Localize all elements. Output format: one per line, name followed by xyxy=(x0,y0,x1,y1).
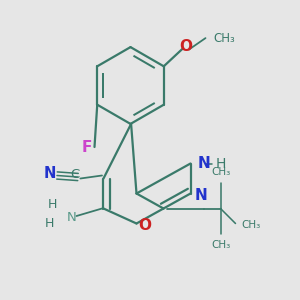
Text: CH₃: CH₃ xyxy=(242,220,261,230)
Text: N: N xyxy=(195,188,208,202)
Text: H: H xyxy=(45,217,54,230)
Text: CH₃: CH₃ xyxy=(211,167,230,177)
Text: H: H xyxy=(48,197,57,211)
Text: F: F xyxy=(82,140,92,154)
Text: CH₃: CH₃ xyxy=(211,240,230,250)
Text: O: O xyxy=(179,39,193,54)
Text: O: O xyxy=(138,218,151,232)
Text: N: N xyxy=(67,211,77,224)
Text: N: N xyxy=(43,166,56,181)
Text: C: C xyxy=(70,168,80,181)
Text: N: N xyxy=(198,156,211,171)
Text: H: H xyxy=(216,157,226,170)
Text: CH₃: CH₃ xyxy=(213,32,235,46)
